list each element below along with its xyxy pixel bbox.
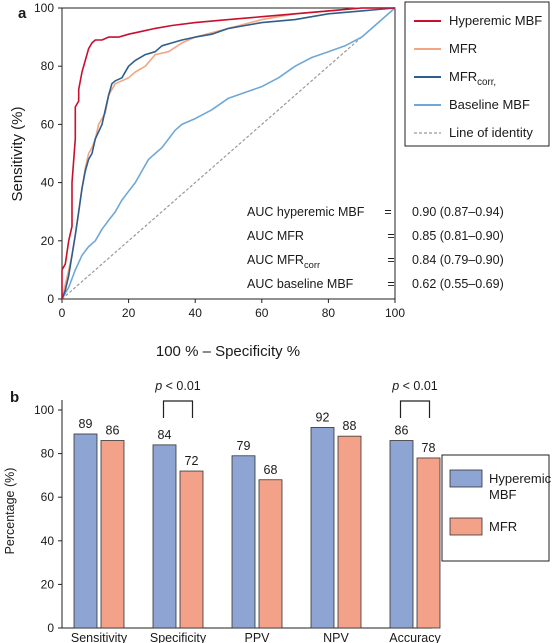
x-tick-label-a: 0 bbox=[59, 306, 66, 320]
bar-specificity-hyperemic-mbf bbox=[152, 444, 177, 629]
y-tick-label-a: 80 bbox=[41, 59, 55, 73]
legend-b-label-0-line2: MBF bbox=[489, 487, 517, 502]
legend-b-label-0: Hyperemic bbox=[489, 471, 552, 486]
bar-chart: b 0 20 40 60 80 100 89 86 Sensitivity 84 72 Specif… bbox=[3, 379, 552, 643]
auc-equals-1: = bbox=[387, 229, 394, 243]
bar-value-label: 88 bbox=[343, 419, 357, 433]
x-tick-label-a: 100 bbox=[385, 306, 405, 320]
bar-ppv-mfr bbox=[258, 479, 283, 629]
auc-label-2: AUC MFRcorr bbox=[247, 253, 320, 270]
y-tick-label-b: 20 bbox=[41, 577, 55, 591]
significance-bracket-0 bbox=[162, 400, 194, 418]
legend-a-label-3: Baseline MBF bbox=[449, 97, 530, 112]
legend-a-label-4: Line of identity bbox=[449, 125, 533, 140]
y-tick-label-a: 60 bbox=[41, 117, 55, 131]
bar-value-label: 72 bbox=[185, 454, 199, 468]
legend-a-label-1: MFR bbox=[449, 41, 477, 56]
bar-value-label: 84 bbox=[158, 428, 172, 442]
significance-label-0: p < 0.01 bbox=[154, 379, 201, 393]
legend-a: Hyperemic MBF MFR MFRcorr, Baseline MBF Line… bbox=[404, 1, 550, 147]
significance-label-1: p < 0.01 bbox=[391, 379, 438, 393]
category-label-sensitivity: Sensitivity bbox=[71, 631, 128, 643]
auc-label-0: AUC hyperemic MBF bbox=[247, 205, 365, 219]
category-label-accuracy: Accuracy bbox=[389, 631, 441, 643]
category-label-specificity: Specificity bbox=[150, 631, 207, 643]
bar-accuracy-hyperemic-mbf bbox=[389, 440, 414, 629]
y-tick-label-b: 100 bbox=[34, 403, 54, 417]
legend-a-label-2: MFRcorr, bbox=[449, 69, 496, 88]
roc-curve-line-of-identity bbox=[61, 7, 396, 300]
category-label-npv: NPV bbox=[323, 631, 349, 643]
y-tick-label-b: 60 bbox=[41, 490, 55, 504]
bar-value-label: 68 bbox=[264, 463, 278, 477]
auc-equals-3: = bbox=[387, 277, 394, 291]
y-tick-label-a: 20 bbox=[41, 234, 55, 248]
panel-label-b: b bbox=[10, 389, 19, 406]
auc-value-2: 0.84 (0.79–0.90) bbox=[412, 253, 504, 267]
auc-value-3: 0.62 (0.55–0.69) bbox=[412, 277, 504, 291]
auc-equals-0: = bbox=[384, 205, 391, 219]
roc-curve-baseline-mbf bbox=[61, 7, 396, 300]
x-tick-label-a: 20 bbox=[122, 306, 136, 320]
bar-group: 89 86 Sensitivity 84 72 Specificity 79 68 PPV 92 8… bbox=[71, 410, 442, 643]
y-axis-title-b: Percentage (%) bbox=[3, 468, 17, 555]
roc-curve-mfrcorr- bbox=[61, 7, 396, 300]
bar-value-label: 92 bbox=[316, 410, 330, 424]
auc-value-1: 0.85 (0.81–0.90) bbox=[412, 229, 504, 243]
bar-sensitivity-mfr bbox=[100, 440, 125, 629]
plot-frame-a bbox=[61, 7, 396, 300]
panel-label-a: a bbox=[18, 5, 27, 22]
category-label-ppv: PPV bbox=[244, 631, 270, 643]
bar-accuracy-mfr bbox=[416, 457, 441, 629]
y-tick-label-a: 100 bbox=[34, 1, 54, 15]
bar-value-label: 89 bbox=[79, 417, 93, 431]
bar-specificity-mfr bbox=[179, 470, 204, 629]
legend-b-label-1: MFR bbox=[489, 519, 517, 534]
auc-annotations: AUC hyperemic MBF = 0.90 (0.87–0.94) AUC MF… bbox=[247, 205, 504, 291]
significance-bracket-1 bbox=[399, 400, 431, 418]
auc-equals-2: = bbox=[387, 253, 394, 267]
x-tick-label-a: 60 bbox=[255, 306, 269, 320]
auc-label-1: AUC MFR bbox=[247, 229, 304, 243]
auc-value-0: 0.90 (0.87–0.94) bbox=[412, 205, 504, 219]
y-tick-label-a: 40 bbox=[41, 176, 55, 190]
legend-frame-a bbox=[404, 1, 550, 147]
y-tick-label-b: 0 bbox=[47, 621, 54, 635]
legend-b-swatch-1 bbox=[449, 517, 483, 536]
roc-series-group bbox=[61, 7, 396, 300]
bar-value-label: 78 bbox=[422, 441, 436, 455]
bar-value-label: 86 bbox=[395, 424, 409, 438]
bar-ppv-hyperemic-mbf bbox=[231, 455, 256, 629]
y-tick-label-b: 80 bbox=[41, 447, 55, 461]
legend-b-swatch-0 bbox=[449, 469, 483, 488]
auc-label-3: AUC baseline MBF bbox=[247, 277, 354, 291]
x-tick-label-a: 80 bbox=[322, 306, 336, 320]
bar-value-label: 86 bbox=[106, 424, 120, 438]
legend-a-label-0: Hyperemic MBF bbox=[449, 13, 542, 28]
bar-sensitivity-hyperemic-mbf bbox=[73, 433, 98, 629]
bar-npv-hyperemic-mbf bbox=[310, 427, 335, 629]
bar-value-label: 79 bbox=[237, 439, 251, 453]
roc-curve-hyperemic-mbf bbox=[61, 7, 395, 299]
y-axis-title-a: Sensitivity (%) bbox=[9, 106, 26, 201]
bar-npv-mfr bbox=[337, 435, 362, 629]
x-tick-label-a: 40 bbox=[189, 306, 203, 320]
x-axis-title-a: 100 % – Specificity % bbox=[156, 343, 300, 360]
y-tick-label-a: 0 bbox=[47, 292, 54, 306]
roc-chart: a 0 20 40 60 80 100 0 20 40 60 80 100 100 % – Speci… bbox=[9, 1, 550, 360]
y-tick-label-b: 40 bbox=[41, 534, 55, 548]
